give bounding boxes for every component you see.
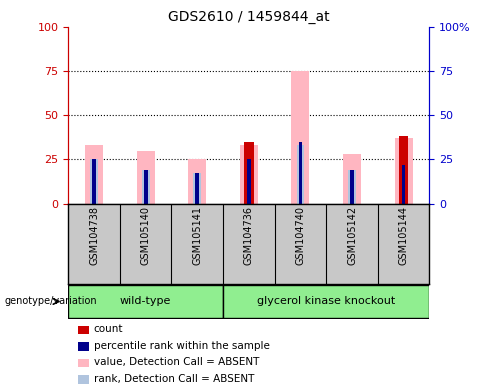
FancyBboxPatch shape — [223, 285, 429, 318]
Bar — [240, 145, 258, 204]
Bar — [402, 165, 406, 204]
Text: GSM105142: GSM105142 — [347, 206, 357, 265]
Bar — [78, 375, 89, 384]
Bar — [291, 71, 309, 204]
Bar — [78, 342, 89, 351]
Bar — [92, 159, 96, 204]
Bar — [244, 142, 254, 204]
Text: GSM104738: GSM104738 — [89, 206, 99, 265]
Bar — [399, 136, 408, 204]
Bar — [78, 359, 89, 367]
Bar — [343, 154, 361, 204]
Text: count: count — [94, 324, 123, 334]
Bar — [196, 174, 199, 204]
Text: GSM105144: GSM105144 — [399, 206, 408, 265]
Text: percentile rank within the sample: percentile rank within the sample — [94, 341, 269, 351]
Text: GSM104740: GSM104740 — [295, 206, 305, 265]
Bar — [142, 170, 150, 204]
Text: value, Detection Call = ABSENT: value, Detection Call = ABSENT — [94, 358, 259, 367]
Bar — [85, 145, 103, 204]
Text: GSM105140: GSM105140 — [141, 206, 151, 265]
Text: GSM105141: GSM105141 — [192, 206, 203, 265]
Text: GSM104736: GSM104736 — [244, 206, 254, 265]
Bar — [299, 142, 302, 204]
Bar — [188, 159, 206, 204]
Bar — [247, 159, 251, 204]
Text: wild-type: wild-type — [120, 296, 171, 306]
Text: rank, Detection Call = ABSENT: rank, Detection Call = ABSENT — [94, 374, 254, 384]
Bar — [350, 170, 354, 204]
Bar — [193, 174, 201, 204]
Text: glycerol kinase knockout: glycerol kinase knockout — [257, 296, 395, 306]
FancyBboxPatch shape — [68, 285, 223, 318]
Bar — [144, 170, 147, 204]
Bar — [297, 145, 305, 204]
Title: GDS2610 / 1459844_at: GDS2610 / 1459844_at — [168, 10, 330, 25]
Bar — [137, 151, 155, 204]
Bar — [395, 138, 413, 204]
Bar — [348, 170, 356, 204]
Bar — [90, 159, 98, 204]
Text: genotype/variation: genotype/variation — [5, 296, 98, 306]
Bar — [78, 326, 89, 334]
